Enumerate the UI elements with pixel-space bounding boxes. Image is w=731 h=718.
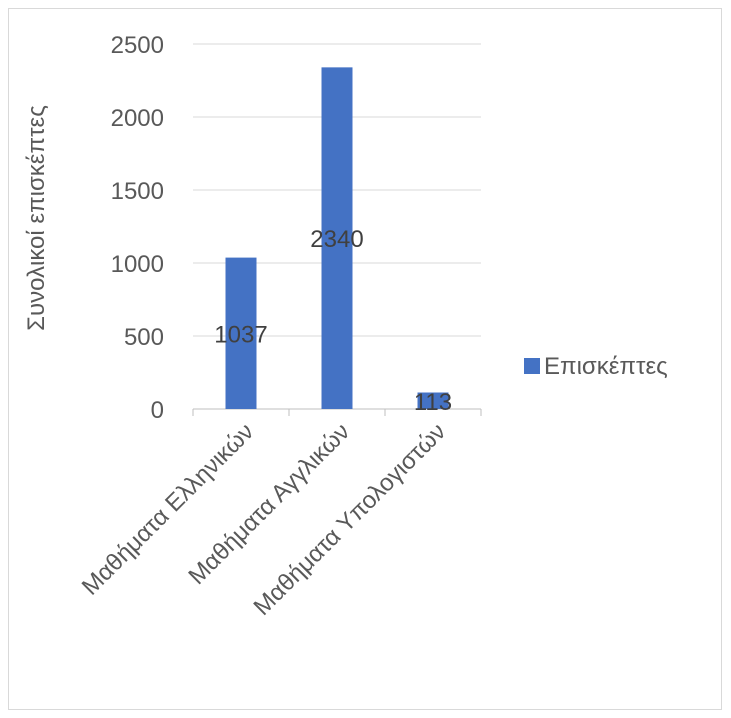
legend-label: Επισκέπτες bbox=[544, 353, 668, 380]
x-category-label: Μαθήματα Υπολογιστών bbox=[249, 418, 452, 621]
legend: Επισκέπτες bbox=[524, 353, 668, 380]
x-category-label: Μαθήματα Αγγλικών bbox=[183, 418, 355, 590]
y-tick-label: 1500 bbox=[111, 178, 164, 205]
chart-frame bbox=[8, 8, 722, 710]
x-category-label: Μαθήματα Ελληνικών bbox=[77, 418, 259, 600]
legend-swatch bbox=[524, 358, 540, 374]
y-tick-label: 2000 bbox=[111, 105, 164, 132]
y-tick-label: 2500 bbox=[111, 32, 164, 59]
data-label: 113 bbox=[414, 389, 452, 416]
bars bbox=[225, 67, 449, 410]
y-tick-label: 1000 bbox=[111, 251, 164, 278]
data-label: 2340 bbox=[310, 226, 363, 253]
bar bbox=[225, 257, 257, 409]
y-tick-label: 500 bbox=[124, 324, 164, 351]
data-label: 1037 bbox=[214, 321, 267, 348]
data-labels: 1037 2340 113 bbox=[214, 226, 452, 416]
y-axis-ticks: 0 500 1000 1500 2000 2500 bbox=[111, 32, 164, 424]
bar bbox=[321, 67, 353, 410]
y-tick-label: 0 bbox=[151, 397, 164, 424]
y-axis-label: Συνολικοί επισκέπτες bbox=[23, 105, 50, 331]
bar bbox=[417, 392, 449, 409]
